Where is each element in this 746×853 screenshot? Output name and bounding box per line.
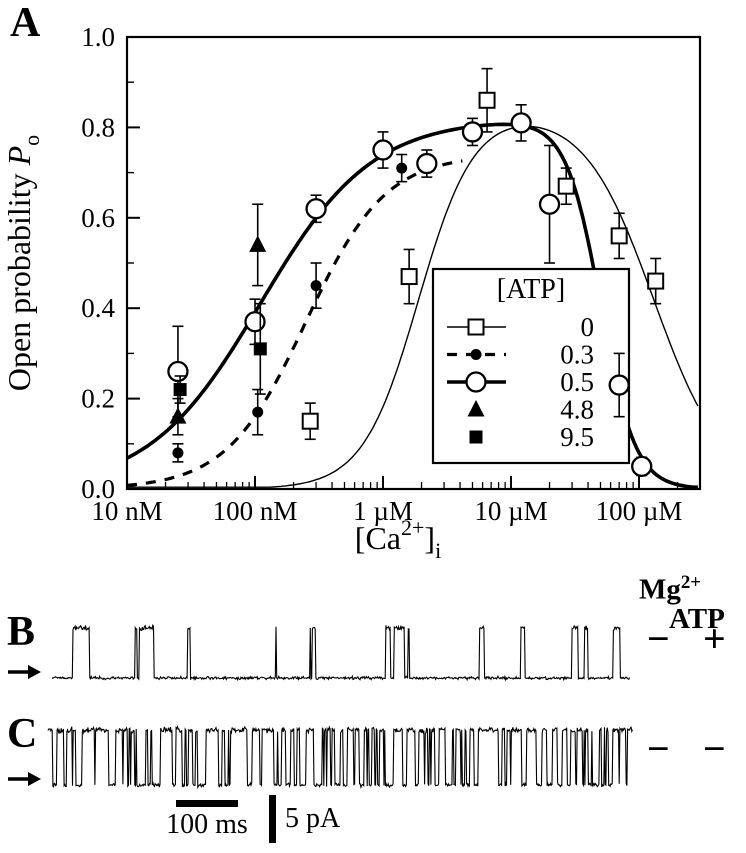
marker-open-circle xyxy=(631,455,653,478)
marker-filled-circle xyxy=(310,280,322,292)
marker-filled-square xyxy=(173,383,187,397)
marker-open-circle xyxy=(465,371,487,393)
panel-c-label: C xyxy=(7,711,38,757)
legend-title: [ATP] xyxy=(497,274,565,305)
marker-filled-circle xyxy=(396,162,408,174)
marker-open-circle xyxy=(608,374,630,396)
fit-curve-atp-0 xyxy=(127,125,699,488)
marker-open-circle xyxy=(372,139,394,161)
marker-open-circle xyxy=(416,152,438,175)
panel-c-mg-sign: − xyxy=(647,726,670,771)
x-tick-label: 100 µM xyxy=(596,496,683,526)
marker-open-square xyxy=(478,91,496,109)
marker-open-circle xyxy=(510,112,532,134)
y-tick-label: 0.8 xyxy=(81,112,115,142)
y-tick-label: 0.4 xyxy=(81,293,115,323)
atp-column-header: ATP xyxy=(669,603,725,635)
legend-value: 0.5 xyxy=(560,367,594,397)
fit-curve-atp-0-3 xyxy=(126,159,463,487)
y-tick-label: 0.6 xyxy=(81,203,115,233)
mg-superscript: 2+ xyxy=(680,572,702,593)
time-scale-label: 100 ms xyxy=(166,809,248,840)
current-trace-b xyxy=(51,623,631,682)
marker-open-circle xyxy=(244,311,266,333)
panel-b-mg-sign: − xyxy=(647,616,670,661)
y-axis-label: Open probability Po xyxy=(1,135,44,391)
marker-filled-circle xyxy=(252,406,264,418)
marker-filled-triangle xyxy=(249,235,267,252)
marker-filled-triangle xyxy=(169,407,187,424)
legend-value: 0 xyxy=(581,312,595,342)
marker-open-circle xyxy=(305,198,327,220)
marker-open-square xyxy=(467,318,485,336)
marker-open-square xyxy=(610,227,628,245)
x-tick-label: 10 nM xyxy=(91,496,162,526)
mg-label: Mg xyxy=(639,573,681,606)
legend-value: 0.3 xyxy=(560,340,594,370)
marker-filled-square xyxy=(469,430,483,444)
dose-response-chart: 0.0 0.2 0.4 0.6 0.8 1.0 10 nM 100 nM 1 µM 10 µM 10… xyxy=(1,22,702,563)
marker-open-square xyxy=(647,272,665,290)
marker-open-circle xyxy=(538,193,561,215)
panel-a-label: A xyxy=(10,0,41,46)
y-tick-label: 1.0 xyxy=(81,22,115,52)
legend-value: 9.5 xyxy=(560,422,594,452)
marker-open-circle xyxy=(167,360,189,383)
panel-b-atp-sign: + xyxy=(703,616,726,661)
marker-open-circle xyxy=(461,121,484,143)
time-scale-bar xyxy=(176,800,238,807)
marker-open-square xyxy=(557,177,575,195)
marker-filled-square xyxy=(253,342,267,356)
legend-value: 4.8 xyxy=(560,395,594,425)
panel-b-label: B xyxy=(7,609,36,655)
marker-filled-circle xyxy=(172,447,184,459)
y-tick-label: 0.0 xyxy=(81,474,115,504)
x-axis-label: [Ca2+]i xyxy=(355,515,441,563)
single-channel-traces xyxy=(8,623,634,790)
x-tick-label: 1 µM xyxy=(353,496,413,526)
closed-level-arrow-head xyxy=(28,665,41,679)
x-tick-label: 10 µM xyxy=(474,496,547,526)
current-scale-label: 5 pA xyxy=(285,803,341,834)
y-tick-label: 0.2 xyxy=(81,384,115,414)
marker-filled-circle xyxy=(470,349,482,360)
panel-c-atp-sign: − xyxy=(703,726,726,771)
mg-column-header: Mg2+ xyxy=(639,572,702,606)
legend-box xyxy=(431,267,631,465)
marker-open-square xyxy=(400,268,418,286)
closed-level-arrow-head xyxy=(28,772,41,786)
marker-filled-triangle xyxy=(467,400,485,417)
current-trace-c xyxy=(47,724,634,790)
marker-open-square xyxy=(301,412,319,430)
x-tick-label: 100 nM xyxy=(213,496,298,526)
current-scale-bar xyxy=(269,795,276,843)
